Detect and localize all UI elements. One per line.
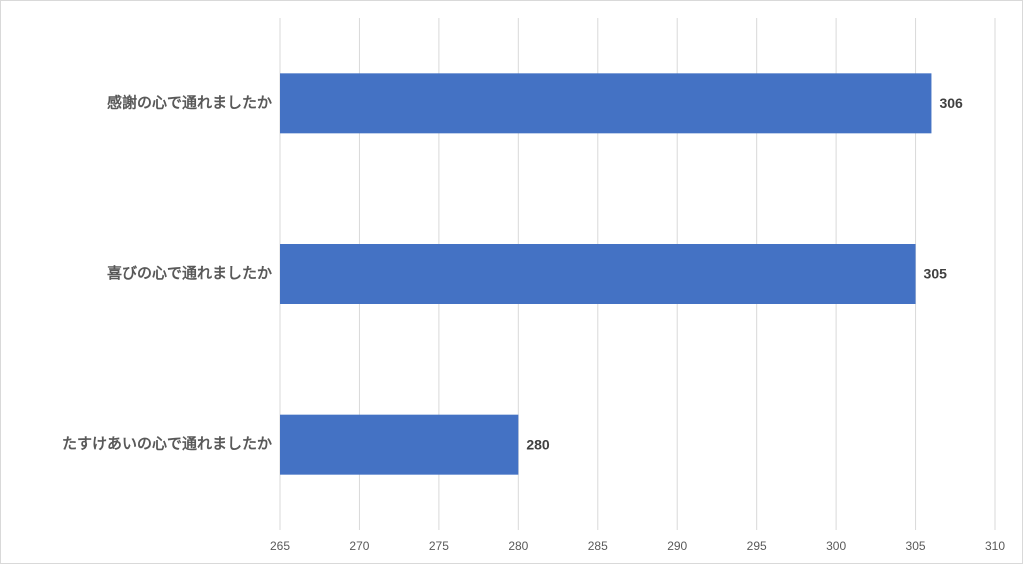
x-tick-label: 265 [270,539,290,553]
bar [280,414,519,475]
category-label: たすけあいの心で通れましたか [62,436,272,453]
value-label: 280 [526,436,550,452]
x-tick-label: 270 [349,539,369,553]
x-tick-label: 300 [826,539,846,553]
x-tick-label: 310 [985,539,1005,553]
x-tick-label: 290 [667,539,687,553]
bar [280,244,916,304]
category-label: 喜びの心で通れましたか [107,264,272,282]
category-label: 感謝の心で通れましたか [107,93,272,111]
x-tick-label: 280 [508,539,528,553]
x-tick-label: 305 [906,539,926,553]
bar [280,73,932,134]
x-tick-label: 275 [429,539,449,553]
value-label: 306 [939,95,963,111]
x-tick-label: 285 [588,539,608,553]
x-tick-label: 295 [747,539,767,553]
value-label: 305 [924,266,948,282]
